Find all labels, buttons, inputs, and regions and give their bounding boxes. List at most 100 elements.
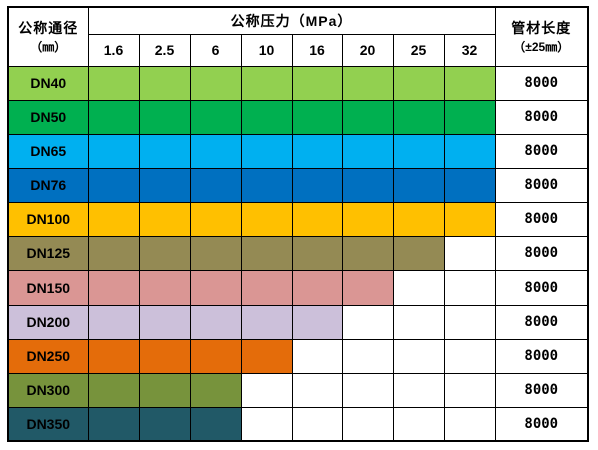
pressure-empty-cell	[240, 372, 293, 408]
pressure-empty-cell	[392, 372, 445, 408]
pressure-values-row: 1.6 2.5 6 10 16 20 25 32	[8, 33, 588, 67]
pressure-header-cell: 20	[341, 33, 394, 67]
pressure-header-cell: 1.6	[87, 33, 140, 67]
pressure-available-cell	[138, 372, 191, 408]
pressure-available-cell	[240, 269, 293, 306]
pressure-empty-cell	[443, 406, 496, 442]
size-header-unit: （㎜）	[30, 40, 67, 55]
pressure-available-cell	[443, 167, 496, 203]
pressure-available-cell	[87, 269, 140, 306]
pressure-available-cell	[87, 167, 140, 203]
length-header-tolerance: （±25㎜）	[513, 40, 570, 55]
pressure-available-cell	[443, 99, 496, 135]
pressure-available-cell	[189, 372, 242, 408]
pressure-available-cell	[138, 133, 191, 169]
length-header: 管材长度 （±25㎜）	[494, 6, 589, 67]
pressure-header-cell: 6	[189, 33, 242, 67]
pressure-available-cell	[138, 406, 191, 442]
pressure-empty-cell	[341, 372, 394, 408]
pressure-available-cell	[392, 167, 445, 203]
pressure-header-cell: 32	[443, 33, 496, 67]
pressure-header-cell: 25	[392, 33, 445, 67]
pressure-available-cell	[87, 201, 140, 237]
pressure-available-cell	[341, 167, 394, 203]
length-cell: 8000	[494, 99, 589, 135]
pressure-available-cell	[189, 406, 242, 442]
pressure-available-cell	[291, 167, 343, 203]
size-label-cell: DN50	[7, 99, 89, 135]
pressure-available-cell	[291, 65, 343, 101]
pressure-available-cell	[291, 304, 343, 340]
size-label-cell: DN150	[7, 269, 89, 306]
size-label-cell: DN250	[7, 338, 89, 374]
table-row: DN250 8000	[7, 338, 589, 374]
length-cell: 8000	[494, 65, 589, 101]
pressure-available-cell	[341, 99, 394, 135]
length-cell: 8000	[494, 304, 589, 340]
pressure-empty-cell	[392, 304, 445, 340]
pressure-available-cell	[240, 167, 293, 203]
pressure-available-cell	[291, 235, 343, 271]
pipe-spec-table: 公称通径 （㎜） 公称压力（MPa） 管材长度 （±25㎜） 1.6 2.5 6 10…	[7, 6, 589, 442]
pressure-available-cell	[291, 133, 343, 169]
size-label-cell: DN350	[7, 406, 89, 442]
size-label-cell: DN100	[7, 201, 89, 237]
pressure-available-cell	[341, 269, 394, 306]
pressure-available-cell	[291, 201, 343, 237]
pressure-available-cell	[240, 235, 293, 271]
table-row: DN100 8000	[7, 201, 589, 237]
pressure-available-cell	[392, 99, 445, 135]
pressure-available-cell	[443, 201, 496, 237]
pressure-available-cell	[291, 269, 343, 306]
pressure-available-cell	[189, 133, 242, 169]
size-label-cell: DN125	[7, 235, 89, 271]
pressure-available-cell	[240, 338, 293, 374]
pressure-empty-cell	[240, 406, 293, 442]
pressure-available-cell	[87, 304, 140, 340]
pressure-available-cell	[189, 338, 242, 374]
pressure-header-cell: 2.5	[138, 33, 191, 67]
pressure-header: 公称压力（MPa）	[87, 6, 496, 35]
pressure-empty-cell	[291, 372, 343, 408]
pressure-empty-cell	[291, 338, 343, 374]
pressure-available-cell	[443, 133, 496, 169]
pressure-available-cell	[291, 99, 343, 135]
pressure-available-cell	[189, 99, 242, 135]
length-cell: 8000	[494, 269, 589, 306]
pressure-available-cell	[189, 269, 242, 306]
table-row: DN76 8000	[7, 167, 589, 203]
table-row: DN125 8000	[7, 235, 589, 271]
pressure-available-cell	[189, 65, 242, 101]
pressure-available-cell	[87, 235, 140, 271]
pressure-available-cell	[87, 338, 140, 374]
length-cell: 8000	[494, 372, 589, 408]
length-header-title: 管材长度	[511, 20, 572, 37]
pressure-empty-cell	[443, 304, 496, 340]
pressure-available-cell	[392, 201, 445, 237]
pressure-available-cell	[240, 201, 293, 237]
pressure-available-cell	[392, 235, 445, 271]
table-row: DN50 8000	[7, 99, 589, 135]
size-header-title: 公称通径	[18, 20, 79, 37]
pressure-available-cell	[138, 99, 191, 135]
table-row: DN40 8000	[7, 65, 589, 101]
pressure-available-cell	[138, 235, 191, 271]
pressure-available-cell	[341, 65, 394, 101]
pressure-available-cell	[189, 304, 242, 340]
length-cell: 8000	[494, 167, 589, 203]
table-row: DN150 8000	[7, 269, 589, 306]
pressure-empty-cell	[392, 406, 445, 442]
length-cell: 8000	[494, 235, 589, 271]
size-header: 公称通径 （㎜）	[7, 6, 89, 67]
pressure-available-cell	[341, 133, 394, 169]
pressure-empty-cell	[341, 338, 394, 374]
pressure-available-cell	[87, 133, 140, 169]
pressure-empty-cell	[341, 406, 394, 442]
pressure-available-cell	[87, 406, 140, 442]
pressure-available-cell	[240, 99, 293, 135]
length-cell: 8000	[494, 406, 589, 442]
pressure-available-cell	[138, 304, 191, 340]
pressure-empty-cell	[291, 406, 343, 442]
pressure-available-cell	[87, 99, 140, 135]
length-cell: 8000	[494, 338, 589, 374]
